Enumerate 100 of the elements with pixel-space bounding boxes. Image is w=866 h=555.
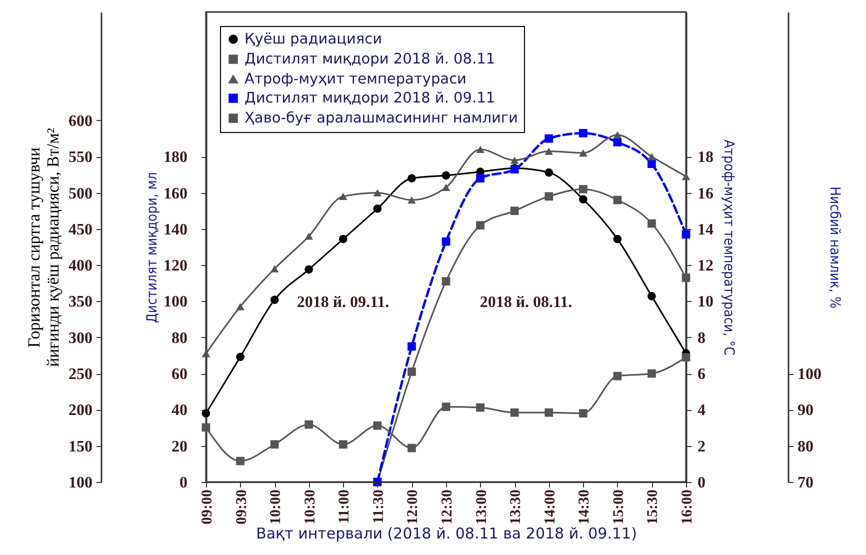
point: [373, 204, 382, 213]
y2-tick-label: 0: [180, 474, 188, 492]
y2-tick-label: 40: [172, 402, 188, 420]
point: [338, 192, 348, 200]
y-tick-label: 300: [68, 330, 92, 347]
point: [682, 274, 690, 282]
y3-tick-label: 18: [698, 149, 714, 166]
y2-tick-label: 140: [164, 221, 188, 238]
y2-tick-label: 60: [172, 366, 188, 384]
y3-tick-label: 10: [698, 294, 714, 311]
point: [613, 131, 622, 139]
x-tick-label: 09:30: [234, 490, 250, 524]
x-tick-label: 16:00: [680, 490, 696, 524]
point: [476, 403, 484, 412]
point: [338, 234, 348, 244]
point: [442, 237, 450, 246]
point: [613, 196, 622, 204]
y3-axis-title: Атроф-муҳит температураси, °C: [720, 140, 736, 356]
point: [648, 292, 656, 300]
point: [304, 265, 314, 274]
y3-tick-label: 6: [698, 366, 706, 384]
point: [442, 171, 450, 180]
point: [408, 342, 416, 351]
y2-axis-title: Дистилят миқдори, мл: [144, 172, 160, 323]
x-tick-label: 13:30: [508, 490, 524, 524]
legend-label: Атроф-муҳит температураси: [244, 71, 466, 88]
point: [270, 296, 279, 304]
y3-tick-label: 16: [698, 185, 714, 202]
y2-tick-label: 180: [164, 149, 188, 166]
legend-label: Дистилят миқдори 2018 й. 09.11: [244, 90, 496, 106]
x-tick-label: 10:00: [268, 490, 284, 524]
annotation: 2018 й. 08.11.: [480, 294, 572, 311]
point: [613, 138, 622, 146]
point: [236, 352, 244, 362]
x-tick-label: 11:00: [336, 490, 353, 524]
legend-label: Дистилят миқдори 2018 й. 08.11: [244, 51, 496, 68]
y-axis-title: Нисбий намлик, %: [826, 186, 842, 309]
x-tick-label: 10:30: [302, 490, 318, 524]
x-tick-label: 14:30: [576, 490, 593, 524]
point: [236, 456, 244, 466]
point: [442, 277, 450, 286]
point: [648, 152, 656, 160]
y2-tick-label: 100: [164, 294, 188, 311]
y-tick-label: 400: [68, 258, 92, 275]
text: Ҳаво-буғ аралашмасининг намлиги: [244, 110, 518, 126]
point: [613, 372, 622, 380]
x-tick-label: 12:00: [405, 490, 422, 524]
point: [544, 168, 554, 177]
y-tick-label: 100: [798, 366, 822, 384]
x-tick-label: 13:00: [474, 490, 490, 524]
point: [648, 219, 656, 228]
point: [578, 128, 588, 138]
point: [648, 160, 656, 168]
point: [613, 234, 622, 244]
point: [682, 172, 690, 180]
point: [544, 408, 554, 417]
y-tick-label: 80: [798, 438, 814, 456]
y-tick-label: 90: [798, 402, 814, 420]
point: [578, 149, 588, 157]
y-tick-label: 150: [68, 438, 92, 456]
point: [408, 196, 416, 204]
point: [648, 369, 656, 378]
point: [304, 420, 314, 429]
point: [476, 146, 484, 154]
point: [408, 444, 416, 452]
point: [338, 440, 348, 449]
legend-label: Қуёш радиацияси: [244, 31, 382, 48]
annotation: 2018 й. 09.11.: [296, 294, 390, 311]
point: [578, 184, 588, 194]
y-tick-label: 100: [68, 474, 92, 492]
point: [510, 206, 519, 216]
point: [476, 174, 484, 182]
y2-tick-label: 80: [172, 330, 188, 347]
y3-tick-label: 2: [698, 438, 706, 456]
point: [202, 423, 210, 432]
point: [408, 174, 416, 182]
point: [544, 134, 554, 143]
point: [476, 221, 484, 230]
y-tick-label: 250: [68, 366, 92, 384]
point: [510, 408, 519, 417]
point: [544, 192, 554, 201]
y3-tick-label: 14: [698, 221, 714, 238]
y-axis-title: Горизонтал сиртга тушувчи йиғинди қуёш радиацияси, Вт/м²: [24, 128, 62, 367]
point: [578, 195, 588, 204]
y-tick-label: 350: [68, 294, 92, 311]
y-tick-label: 70: [798, 474, 814, 492]
y-tick-label: 500: [68, 185, 92, 202]
x-tick-label: 11:30: [370, 490, 387, 524]
x-tick-label: 12:30: [440, 490, 456, 524]
y-tick-label: 550: [68, 149, 92, 166]
point: [408, 368, 416, 376]
y-tick-label: 600: [68, 112, 92, 130]
point: [544, 148, 554, 155]
point: [442, 184, 450, 191]
point: [373, 189, 382, 196]
x-tick-label: 09:00: [200, 490, 216, 524]
point: [578, 409, 588, 418]
x-tick-label: 15:30: [645, 490, 662, 524]
point: [270, 265, 279, 272]
point: [510, 156, 519, 164]
